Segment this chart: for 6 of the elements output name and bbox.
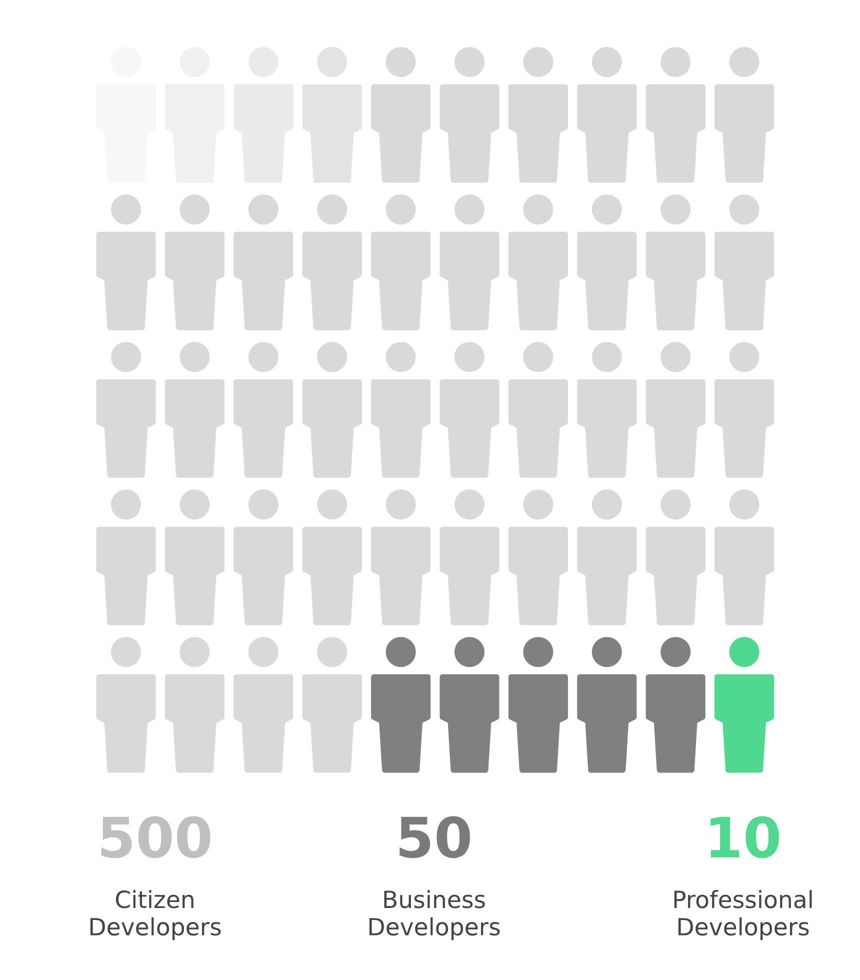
data-label: 50: [400, 816, 470, 858]
category-label: Citizen Developers: [90, 890, 221, 940]
category-label: Business Developers: [369, 890, 500, 940]
data-label: 500: [101, 816, 210, 858]
data-label: 10: [710, 816, 779, 858]
category-label: Professional Developers: [674, 890, 812, 940]
